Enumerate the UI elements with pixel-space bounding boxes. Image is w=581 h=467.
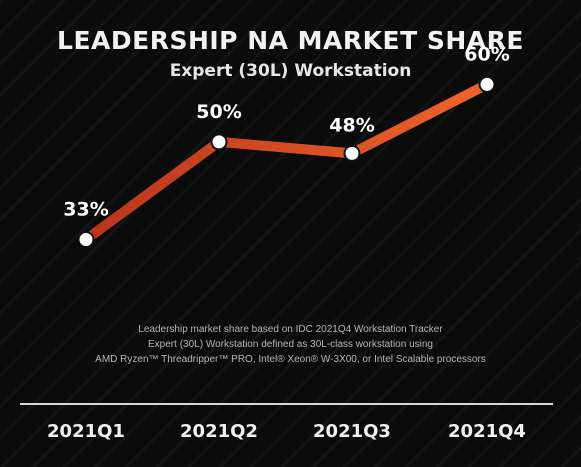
data-point-2021q4 — [478, 75, 496, 93]
footnote-line-2: Expert (30L) Workstation defined as 30L-… — [148, 339, 433, 350]
chart-title: LEADERSHIP NA MARKET SHARE — [57, 26, 524, 55]
chart-subtitle: Expert (30L) Workstation — [169, 61, 412, 81]
data-point-2021q1 — [77, 230, 95, 248]
series-line — [81, 79, 492, 245]
data-label-2021q1: 33% — [63, 198, 108, 220]
data-label-2021q2: 50% — [196, 101, 241, 123]
x-tick-label-2021q2: 2021Q2 — [180, 421, 258, 442]
x-tick-label-2021q3: 2021Q3 — [313, 421, 391, 442]
data-point-2021q3 — [343, 144, 361, 162]
footnote-line-1: Leadership market share based on IDC 202… — [138, 324, 443, 335]
x-axis-divider — [20, 403, 553, 405]
x-tick-label-2021q1: 2021Q1 — [47, 421, 125, 442]
data-point-2021q2 — [210, 133, 228, 151]
footnote: Leadership market share based on IDC 202… — [0, 322, 581, 367]
data-label-2021q4: 60% — [464, 43, 509, 65]
x-tick-label-2021q4: 2021Q4 — [448, 421, 526, 442]
data-label-2021q3: 48% — [329, 114, 374, 136]
footnote-line-3: AMD Ryzen™ Threadripper™ PRO, Intel® Xeo… — [95, 354, 486, 365]
